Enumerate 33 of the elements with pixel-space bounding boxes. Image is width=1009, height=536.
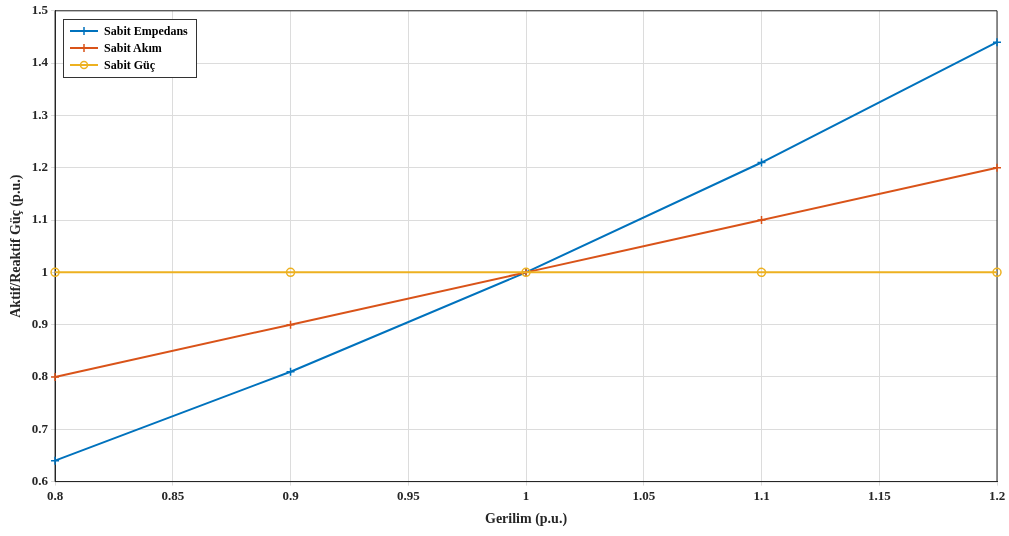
point — [50, 267, 60, 278]
y-tick-label: 1.3 — [31, 106, 49, 122]
point — [992, 37, 1002, 47]
y-tick-label: 1.2 — [31, 159, 49, 175]
point — [285, 267, 296, 278]
x-tick-label: 1 — [522, 487, 530, 503]
point — [992, 267, 1002, 278]
y-tick-label: 1.1 — [31, 211, 49, 227]
y-tick-label: 0.8 — [31, 368, 49, 384]
x-tick-label: 1.05 — [632, 487, 656, 503]
x-axis-title: Gerilim (p.u.) — [485, 511, 568, 528]
x-tick-label: 1.2 — [988, 487, 1006, 503]
legend-label: Sabit Akım — [104, 40, 162, 56]
x-tick-label: 1.1 — [753, 487, 770, 503]
y-axis-title: Aktif/Reaktif Güç (p.u.) — [8, 174, 25, 318]
legend-label: Sabit Güç — [104, 57, 156, 73]
y-tick-label: 1.4 — [31, 54, 49, 70]
x-tick-label: 0.8 — [46, 487, 64, 503]
y-tick-label: 0.9 — [31, 316, 49, 332]
y-tick-label: 0.6 — [31, 472, 49, 488]
point — [50, 372, 60, 382]
legend-label: Sabit Empedans — [104, 23, 188, 39]
point — [756, 267, 767, 278]
y-tick-label: 1.5 — [31, 2, 49, 18]
x-tick-label: 0.9 — [282, 487, 300, 503]
x-tick-label: 0.85 — [161, 487, 185, 503]
y-tick-label: 0.7 — [31, 420, 49, 436]
point — [50, 455, 60, 466]
x-tick-label: 0.95 — [396, 487, 421, 503]
x-tick-label: 1.15 — [867, 487, 892, 503]
point — [756, 215, 767, 225]
y-tick-label: 1 — [41, 263, 49, 279]
point — [992, 162, 1002, 173]
